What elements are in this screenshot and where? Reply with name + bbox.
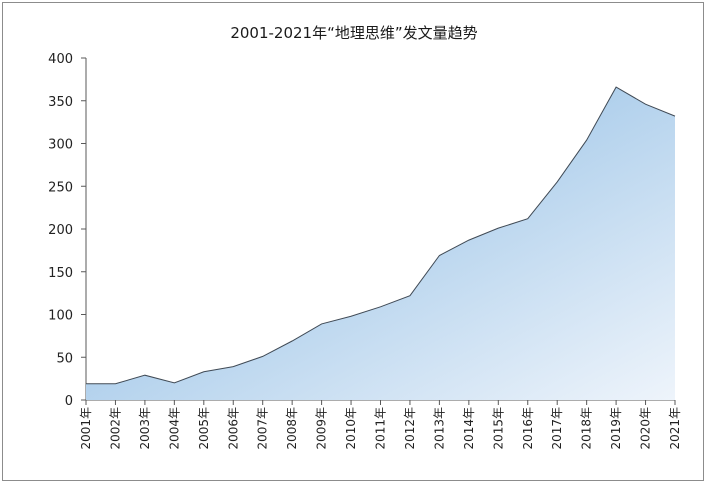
y-tick-label: 200 (48, 223, 73, 238)
x-tick-label: 2010年 (344, 407, 358, 450)
x-tick-label: 2006年 (226, 407, 240, 450)
y-axis: 0 50 100 150 200 250 300 350 400 (48, 52, 87, 409)
x-tick-label: 2019年 (609, 407, 623, 450)
y-tick-label: 350 (48, 95, 73, 110)
x-tick-label: 2004年 (167, 407, 181, 450)
x-tick-label: 2016年 (521, 407, 535, 450)
y-tick-label: 50 (56, 351, 73, 366)
x-tick-label: 2005年 (197, 407, 211, 450)
y-tick-label: 250 (48, 180, 73, 195)
x-tick-label: 2002年 (108, 407, 122, 450)
series-line (86, 86, 676, 385)
y-tick-label: 300 (48, 138, 73, 153)
x-tick-label: 2021年 (668, 407, 682, 450)
x-tick-label: 2011年 (374, 407, 388, 450)
x-tick-label: 2003年 (138, 407, 152, 450)
y-tick-label: 400 (48, 52, 73, 67)
x-tick-label: 2018年 (580, 407, 594, 450)
y-tick-label: 150 (48, 266, 73, 281)
y-tick-label: 0 (65, 394, 73, 409)
chart-title: 2001-2021年“地理思维”发文量趋势 (230, 24, 478, 42)
x-tick-label: 2015年 (491, 407, 505, 450)
x-tick-label: 2009年 (315, 407, 329, 450)
area-fill (86, 87, 675, 400)
y-tick-label: 100 (48, 309, 73, 324)
x-tick-label: 2001年 (79, 407, 93, 450)
x-tick-label: 2017年 (550, 407, 564, 450)
plot-area (86, 86, 676, 400)
x-tick-label: 2013年 (432, 407, 446, 450)
x-axis: 2001年 2002年 2003年 2004年 2005年 2006年 2007年 2008年… (79, 399, 682, 450)
x-tick-label: 2007年 (256, 407, 270, 450)
x-tick-label: 2008年 (285, 407, 299, 450)
x-tick-label: 2012年 (403, 407, 417, 450)
x-tick-label: 2014年 (462, 407, 476, 450)
x-tick-label: 2020年 (639, 407, 653, 450)
